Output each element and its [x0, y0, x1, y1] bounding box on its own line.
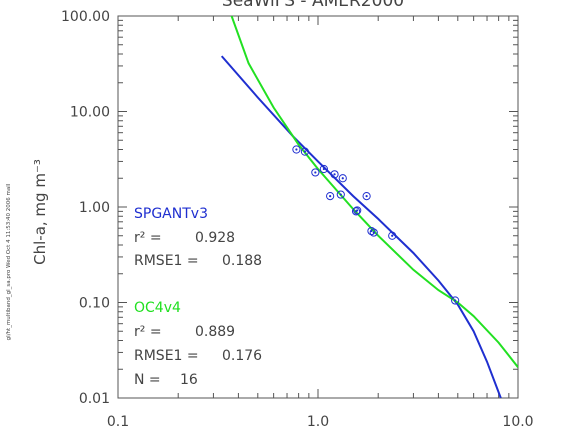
data-point [326, 192, 335, 201]
data-point-ring [311, 168, 320, 177]
x-tick-label: 10.0 [502, 414, 533, 430]
data-point-dot [372, 231, 375, 234]
data-point [300, 147, 309, 156]
data-point [292, 145, 301, 154]
data-point [338, 174, 347, 183]
data-point [451, 296, 460, 305]
x-tick-label: 1.0 [307, 414, 329, 430]
y-tick-label: 0.01 [79, 391, 110, 407]
legend-n-value: 16 [180, 372, 198, 388]
series-line-spgantv3 [220, 55, 502, 398]
data-point-ring [351, 207, 361, 216]
data-point-dot [295, 148, 298, 151]
y-axis-label: Chl-a, mg m⁻³ [31, 159, 49, 265]
data-point-dot [356, 209, 359, 212]
chart-title: SeaWiFS - AMER2000 [222, 0, 404, 11]
legend-spgantv3-rmse-label: RMSE1 = [134, 253, 199, 269]
data-point [388, 231, 397, 240]
data-point-ring [388, 231, 397, 240]
data-point-dot [322, 167, 325, 171]
data-point-dot [329, 195, 332, 198]
data-point-ring [369, 228, 378, 237]
data-point-dot [365, 195, 368, 198]
legend-oc4v4-r2-label: r² = [134, 324, 162, 340]
legend-n-label: N = [134, 372, 161, 388]
y-tick-label: 10.00 [70, 105, 110, 121]
data-point-ring [362, 192, 371, 201]
data-point-dot [341, 177, 344, 180]
legend-oc4v4-rmse-label: RMSE1 = [134, 348, 199, 364]
data-point [330, 170, 339, 179]
data-point [362, 192, 371, 201]
data-point-dot [454, 299, 457, 302]
data-point [319, 164, 328, 174]
data-point-ring [338, 174, 347, 183]
data-point-dot [333, 173, 336, 176]
data-point-dot [391, 234, 394, 237]
side-note: gl/ht_multiband_gl_sa.pro Wed Oct 4 11:5… [6, 183, 12, 340]
x-tick-label: 0.1 [107, 414, 129, 430]
data-point-ring [367, 226, 376, 236]
legend-oc4v4-rmse: 0.176 [222, 348, 262, 364]
y-tick-label: 1.00 [79, 200, 110, 216]
data-point [369, 228, 378, 237]
legend-spgantv3-r2-label: r² = [134, 230, 162, 246]
data-point [336, 190, 345, 199]
y-tick-label: 0.10 [79, 296, 110, 312]
data-point-ring [353, 206, 362, 215]
legend-spgantv3-name: SPGANTv3 [134, 206, 208, 222]
legend-spgantv3-r2: 0.928 [195, 230, 235, 246]
data-point-ring [300, 147, 309, 156]
series-line-oc4v4 [230, 16, 518, 368]
legend-spgantv3-rmse: 0.188 [222, 253, 262, 269]
data-point-dot [314, 171, 317, 174]
data-point-ring [451, 296, 460, 305]
data-point-ring [292, 145, 301, 154]
y-tick-label: 100.00 [61, 9, 110, 25]
data-point-dot [339, 193, 342, 196]
data-point-ring [330, 170, 339, 179]
legend-oc4v4-r2: 0.889 [195, 324, 235, 340]
data-point [311, 168, 320, 177]
data-point-ring [319, 164, 328, 174]
data-point-dot [303, 150, 306, 153]
data-point-ring [326, 192, 335, 201]
legend-oc4v4-name: OC4v4 [134, 300, 181, 316]
data-point-ring [336, 190, 345, 199]
data-point [353, 206, 362, 215]
